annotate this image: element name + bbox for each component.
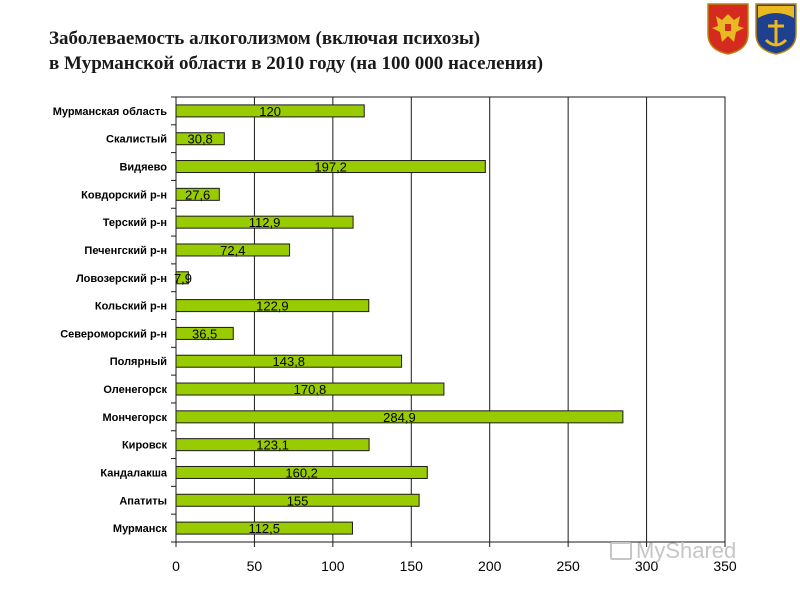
data-label: 7,9 xyxy=(174,271,192,286)
bar xyxy=(175,160,486,174)
chart-title: Заболеваемость алкоголизмом (включая пси… xyxy=(49,26,689,76)
category-label: Оленегорск xyxy=(103,384,167,396)
data-label: 112,5 xyxy=(248,521,280,536)
category-label: Скалистый xyxy=(106,134,167,146)
bar xyxy=(175,521,353,535)
title-line-1: Заболеваемость алкоголизмом (включая пси… xyxy=(49,28,481,49)
russia-coat-of-arms-icon xyxy=(707,3,749,55)
category-label: Видяево xyxy=(119,162,167,174)
category-label: Кольский р-н xyxy=(95,301,167,313)
category-label: Мурманск xyxy=(113,523,168,535)
watermark: MyShared xyxy=(610,538,736,564)
x-tick-label: 50 xyxy=(247,558,263,574)
x-tick-label: 200 xyxy=(478,558,502,574)
bar xyxy=(175,465,428,479)
category-label: Североморский р-н xyxy=(60,328,167,340)
x-tick-label: 100 xyxy=(321,558,345,574)
category-label: Ловозерский р-н xyxy=(76,273,167,285)
data-label: 27,6 xyxy=(185,187,210,202)
data-label: 123,1 xyxy=(256,438,289,453)
category-label: Терский р-н xyxy=(103,217,167,229)
bar xyxy=(175,132,225,146)
x-tick-label: 150 xyxy=(400,558,424,574)
x-tick-label: 350 xyxy=(713,558,737,574)
bar xyxy=(175,326,234,340)
title-line-2: в Мурманской области в 2010 году (на 100… xyxy=(49,53,544,74)
bar xyxy=(175,410,624,424)
category-label: Мончегорск xyxy=(102,412,167,424)
data-label: 72,4 xyxy=(220,243,245,258)
data-label: 197,2 xyxy=(314,160,347,175)
data-label: 30,8 xyxy=(187,132,212,147)
bar xyxy=(175,215,354,229)
bar xyxy=(175,271,189,285)
bar xyxy=(175,382,445,396)
category-label: Полярный xyxy=(110,356,167,368)
category-label: Апатиты xyxy=(119,495,167,507)
bar xyxy=(175,438,370,452)
category-label: Мурманская область xyxy=(53,106,168,118)
x-tick-label: 0 xyxy=(172,558,180,574)
data-label: 112,9 xyxy=(249,215,281,230)
bar xyxy=(175,187,220,201)
bar xyxy=(175,354,403,368)
bar xyxy=(175,104,365,118)
category-label: Кировск xyxy=(122,440,168,452)
bar xyxy=(175,493,420,507)
category-label: Кандалакша xyxy=(100,467,167,479)
watermark-text: MyShared xyxy=(636,538,737,563)
presentation-icon xyxy=(610,542,632,560)
data-label: 170,8 xyxy=(294,382,327,397)
data-label: 284,9 xyxy=(383,410,416,425)
category-label: Печенгский р-н xyxy=(84,245,167,257)
data-label: 120 xyxy=(259,104,281,119)
x-tick-label: 300 xyxy=(635,558,659,574)
category-label: Ковдорский р-н xyxy=(81,189,167,201)
murmansk-coat-of-arms-icon xyxy=(755,3,797,55)
x-tick-label: 250 xyxy=(556,558,580,574)
data-label: 143,8 xyxy=(273,354,306,369)
data-label: 160,2 xyxy=(285,465,318,480)
data-label: 122,9 xyxy=(256,299,289,314)
data-label: 36,5 xyxy=(192,326,217,341)
bar xyxy=(175,243,291,257)
bar xyxy=(175,299,370,313)
data-label: 155 xyxy=(287,493,309,508)
